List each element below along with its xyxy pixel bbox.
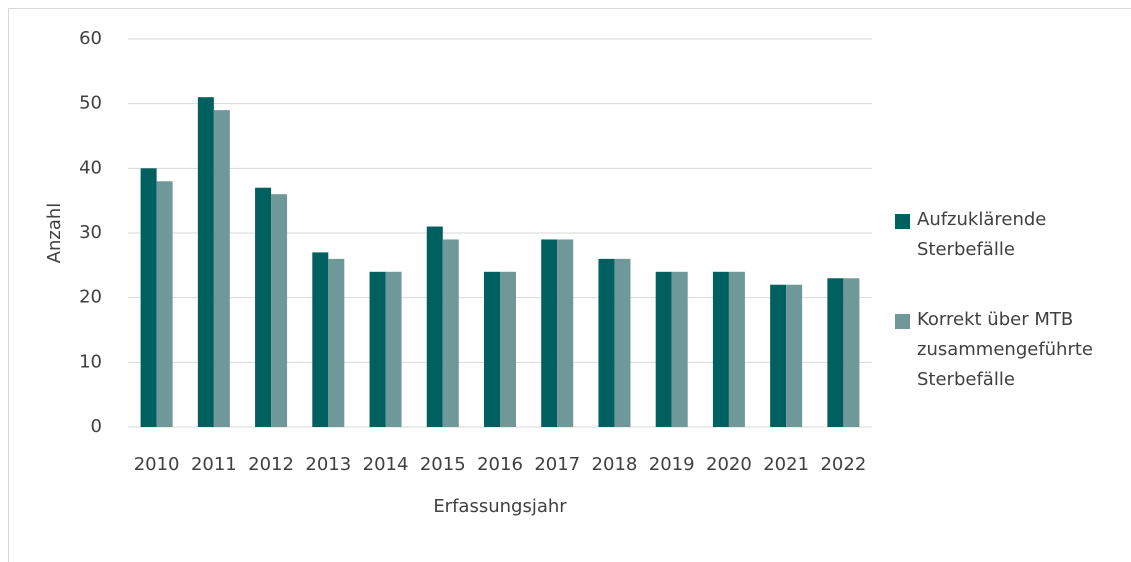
- x-tick-label: 2014: [363, 454, 409, 475]
- bar: [598, 258, 615, 427]
- bar: [728, 271, 745, 427]
- legend-entry: Aufzuklärende Sterbefälle: [895, 205, 1095, 265]
- y-tick-label: 40: [79, 157, 102, 178]
- legend-label: Aufzuklärende Sterbefälle: [917, 209, 1047, 260]
- bar: [426, 226, 443, 427]
- x-tick-label: 2018: [592, 454, 638, 475]
- x-tick-label: 2020: [706, 454, 752, 475]
- bar: [843, 278, 860, 427]
- x-tick-label: 2011: [191, 454, 237, 475]
- legend-swatch: [895, 314, 910, 329]
- bar: [671, 271, 688, 427]
- x-tick-label: 2015: [420, 454, 466, 475]
- x-tick-label: 2017: [534, 454, 580, 475]
- bar: [385, 271, 402, 427]
- bar: [197, 97, 214, 427]
- bar: [712, 271, 729, 427]
- legend-label: Korrekt über MTB zusammengeführte Sterbe…: [917, 309, 1094, 390]
- x-tick-label: 2022: [820, 454, 866, 475]
- bar: [614, 258, 631, 427]
- x-axis-title: Erfassungsjahr: [433, 496, 567, 517]
- bar: [442, 239, 459, 427]
- y-tick-label: 50: [79, 93, 102, 114]
- y-tick-label: 20: [79, 287, 102, 308]
- bar: [271, 194, 288, 427]
- bar: [255, 187, 272, 427]
- x-tick-label: 2010: [134, 454, 180, 475]
- bar: [827, 278, 844, 427]
- x-tick-label: 2021: [763, 454, 809, 475]
- x-tick-label: 2013: [305, 454, 351, 475]
- bar: [140, 168, 157, 428]
- bar: [500, 271, 516, 427]
- y-tick-label: 10: [79, 351, 102, 372]
- bar: [213, 110, 230, 427]
- bar: [312, 252, 329, 427]
- legend-entry: Korrekt über MTB zusammengeführte Sterbe…: [895, 305, 1095, 395]
- bar: [655, 271, 672, 427]
- x-tick-label: 2012: [248, 454, 294, 475]
- bar: [369, 271, 386, 427]
- bar: [786, 284, 803, 427]
- bar: [557, 239, 574, 427]
- y-tick-label: 30: [79, 222, 102, 243]
- legend: Aufzuklärende Sterbefälle Korrekt über MT…: [895, 205, 1095, 435]
- legend-swatch: [895, 214, 910, 229]
- x-tick-label: 2016: [477, 454, 523, 475]
- bar: [484, 271, 500, 427]
- y-tick-label: 60: [79, 28, 102, 49]
- bar: [156, 181, 173, 427]
- y-axis-title: Anzahl: [44, 203, 65, 264]
- x-tick-label: 2019: [649, 454, 695, 475]
- y-tick-label: 0: [91, 416, 102, 437]
- bar: [770, 284, 787, 427]
- bar: [328, 258, 345, 427]
- bar: [541, 239, 558, 427]
